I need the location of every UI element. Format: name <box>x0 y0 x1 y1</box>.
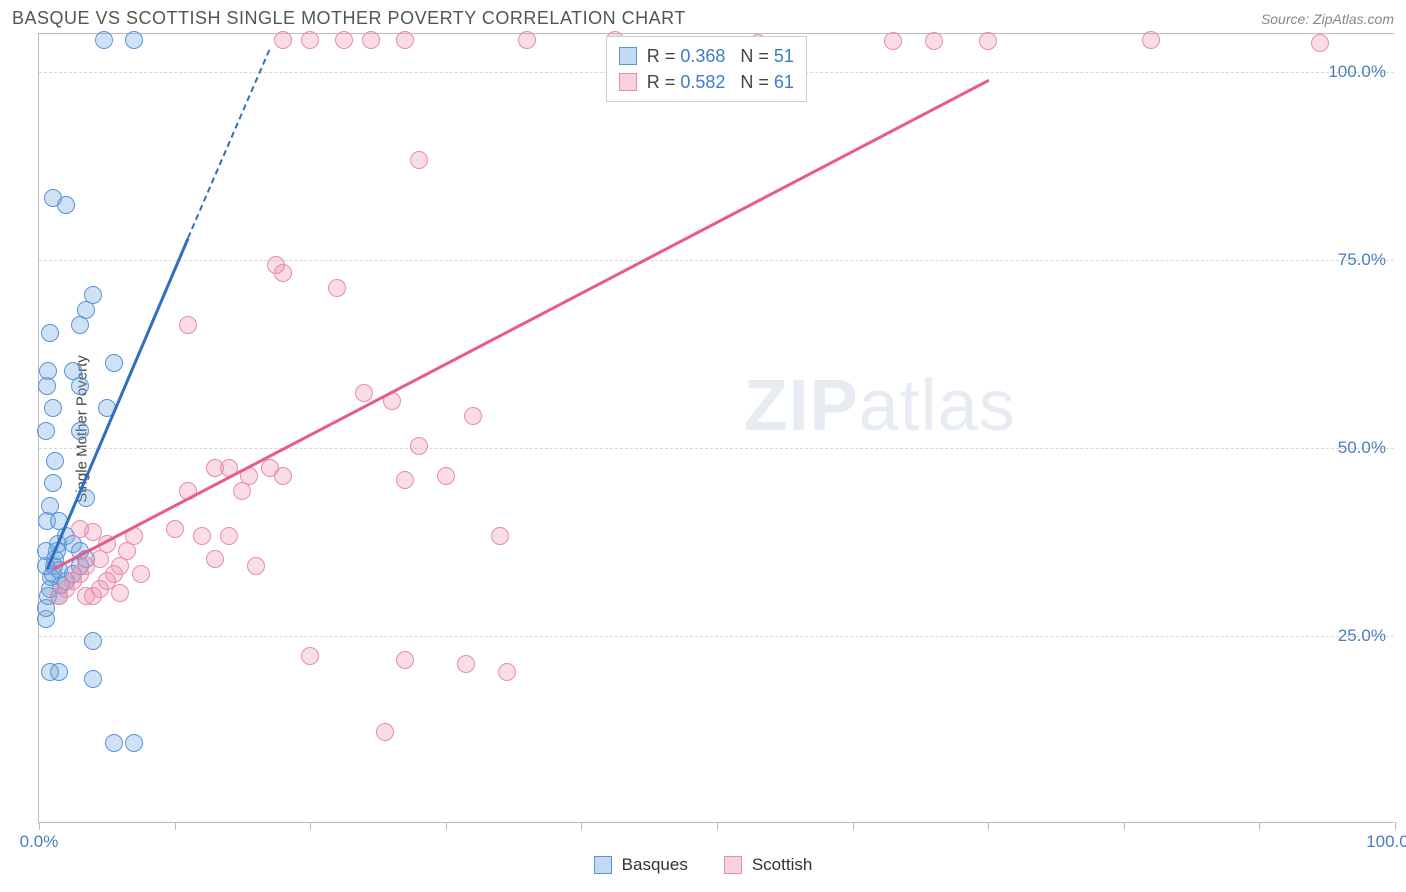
scatter-point <box>71 520 89 538</box>
scatter-point <box>95 31 113 49</box>
legend-label: Scottish <box>752 855 812 875</box>
legend-label: Basques <box>622 855 688 875</box>
y-tick-label: 50.0% <box>1338 438 1386 458</box>
scatter-point <box>91 550 109 568</box>
scatter-point <box>274 31 292 49</box>
gridline-h <box>39 448 1394 449</box>
legend-swatch <box>619 47 637 65</box>
stats-legend: R = 0.368 N = 51R = 0.582 N = 61 <box>606 36 807 102</box>
y-tick-label: 100.0% <box>1328 62 1386 82</box>
scatter-point <box>50 663 68 681</box>
scatter-point <box>925 32 943 50</box>
scatter-point <box>44 399 62 417</box>
x-tick <box>1395 822 1396 830</box>
legend-swatch <box>594 856 612 874</box>
scatter-point <box>125 31 143 49</box>
scatter-point <box>44 189 62 207</box>
x-tick <box>988 822 989 830</box>
scatter-point <box>39 362 57 380</box>
y-tick-label: 75.0% <box>1338 250 1386 270</box>
scatter-point <box>410 437 428 455</box>
x-tick <box>175 822 176 830</box>
y-tick-label: 25.0% <box>1338 626 1386 646</box>
scatter-point <box>301 647 319 665</box>
x-tick <box>853 822 854 830</box>
scatter-point <box>220 527 238 545</box>
scatter-point <box>491 527 509 545</box>
scatter-point <box>396 651 414 669</box>
scatter-point <box>193 527 211 545</box>
scatter-point <box>518 31 536 49</box>
stats-legend-row: R = 0.582 N = 61 <box>619 69 794 95</box>
scatter-point <box>71 316 89 334</box>
scatter-point <box>1142 31 1160 49</box>
trend-line <box>46 238 190 570</box>
scatter-point <box>71 422 89 440</box>
x-tick <box>310 822 311 830</box>
scatter-point <box>84 632 102 650</box>
scatter-point <box>247 557 265 575</box>
stats-text: R = 0.582 N = 61 <box>647 69 794 95</box>
x-tick <box>39 822 40 830</box>
scatter-point <box>457 655 475 673</box>
scatter-point <box>410 151 428 169</box>
scatter-point <box>179 316 197 334</box>
legend-item: Basques <box>594 855 688 875</box>
x-tick-label: 100.0% <box>1366 832 1406 852</box>
watermark: ZIPatlas <box>744 365 1016 447</box>
legend-swatch <box>619 73 637 91</box>
watermark-light: atlas <box>859 366 1016 446</box>
scatter-point <box>132 565 150 583</box>
scatter-point <box>884 32 902 50</box>
x-tick <box>1124 822 1125 830</box>
scatter-point <box>396 471 414 489</box>
scatter-point <box>206 550 224 568</box>
trend-line <box>187 50 270 239</box>
scatter-point <box>464 407 482 425</box>
source-label: Source: ZipAtlas.com <box>1261 11 1394 27</box>
scatter-point <box>37 422 55 440</box>
scatter-point <box>84 670 102 688</box>
chart-area: Single Mother Poverty ZIPatlas 25.0%50.0… <box>38 33 1394 823</box>
scatter-point <box>111 584 129 602</box>
gridline-h <box>39 636 1394 637</box>
stats-text: R = 0.368 N = 51 <box>647 43 794 69</box>
scatter-point <box>71 377 89 395</box>
x-tick <box>717 822 718 830</box>
watermark-bold: ZIP <box>744 366 859 446</box>
scatter-point <box>328 279 346 297</box>
scatter-point <box>84 286 102 304</box>
x-tick-label: 0.0% <box>20 832 59 852</box>
scatter-point <box>105 734 123 752</box>
scatter-point <box>125 734 143 752</box>
scatter-point <box>335 31 353 49</box>
scatter-point <box>301 31 319 49</box>
legend-swatch <box>724 856 742 874</box>
scatter-point <box>396 31 414 49</box>
scatter-point <box>105 354 123 372</box>
x-tick <box>581 822 582 830</box>
chart-title: BASQUE VS SCOTTISH SINGLE MOTHER POVERTY… <box>12 8 686 29</box>
scatter-point <box>41 324 59 342</box>
scatter-point <box>274 264 292 282</box>
scatter-point <box>498 663 516 681</box>
scatter-point <box>274 467 292 485</box>
scatter-point <box>376 723 394 741</box>
scatter-point <box>46 452 64 470</box>
scatter-point <box>979 32 997 50</box>
scatter-point <box>44 474 62 492</box>
bottom-legend: Basques Scottish <box>0 855 1406 875</box>
gridline-h <box>39 260 1394 261</box>
plot-area: ZIPatlas 25.0%50.0%75.0%100.0%0.0%100.0%… <box>38 34 1394 823</box>
scatter-point <box>1311 34 1329 52</box>
scatter-point <box>355 384 373 402</box>
scatter-point <box>77 587 95 605</box>
legend-item: Scottish <box>724 855 812 875</box>
scatter-point <box>362 31 380 49</box>
x-tick <box>1259 822 1260 830</box>
scatter-point <box>437 467 455 485</box>
scatter-point <box>166 520 184 538</box>
stats-legend-row: R = 0.368 N = 51 <box>619 43 794 69</box>
x-tick <box>446 822 447 830</box>
